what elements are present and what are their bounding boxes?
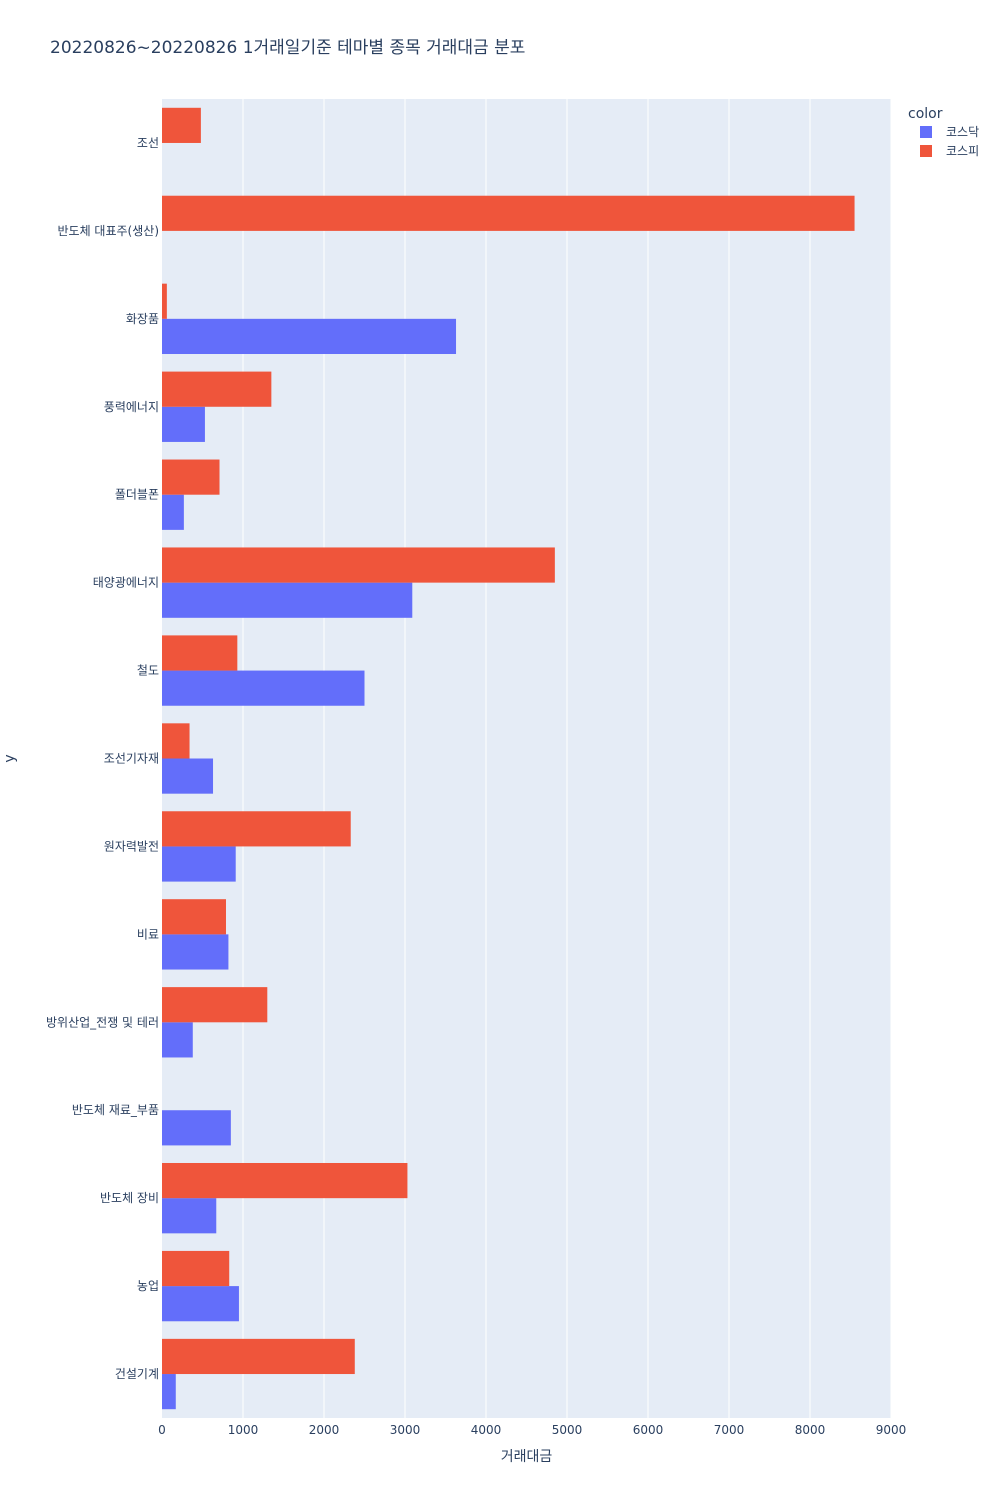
x-tick-label: 5000 (552, 1423, 583, 1437)
bar-kospi[interactable] (162, 107, 201, 143)
y-tick-label: 화장품 (126, 312, 159, 326)
y-tick-label: 건설기계 (115, 1367, 159, 1381)
bar-kosdaq[interactable] (162, 406, 205, 442)
bar-kospi[interactable] (162, 371, 272, 407)
bar-kosdaq[interactable] (162, 494, 184, 530)
y-tick-label: 반도체 대표주(생산) (58, 224, 160, 238)
y-tick-label: 방위산업_전쟁 및 테러 (46, 1015, 159, 1029)
bar-kospi[interactable] (162, 987, 268, 1023)
bar-kosdaq[interactable] (162, 758, 214, 794)
bar-kospi[interactable] (162, 195, 855, 231)
bar-kospi[interactable] (162, 547, 555, 583)
legend-label[interactable]: 코스닥 (946, 125, 979, 139)
bar-kospi[interactable] (162, 899, 226, 935)
x-axis-title: 거래대금 (501, 1449, 553, 1465)
x-axis-ticks: 0 1000 2000 3000 4000 5000 6000 7000 8000 9000 (158, 1423, 906, 1437)
x-tick-label: 4000 (471, 1423, 502, 1437)
y-tick-label: 반도체 장비 (100, 1191, 159, 1205)
y-tick-label: 폴더블폰 (115, 488, 159, 502)
x-tick-label: 7000 (714, 1423, 745, 1437)
bars (162, 107, 855, 1410)
bar-kospi[interactable] (162, 635, 238, 671)
y-axis-title: y (2, 754, 18, 762)
x-tick-label: 3000 (390, 1423, 421, 1437)
legend-swatch[interactable] (920, 126, 932, 138)
y-tick-label: 태양광에너지 (93, 576, 159, 590)
y-tick-label: 풍력에너지 (104, 400, 159, 414)
bar-kosdaq[interactable] (162, 1110, 231, 1146)
legend-label[interactable]: 코스피 (946, 144, 979, 158)
x-tick-label: 9000 (876, 1423, 907, 1437)
x-tick-label: 6000 (633, 1423, 664, 1437)
x-tick-label: 8000 (795, 1423, 826, 1437)
y-tick-label: 비료 (137, 927, 159, 941)
legend-swatch[interactable] (920, 145, 932, 157)
bar-kospi[interactable] (162, 1338, 355, 1375)
bar-kospi[interactable] (162, 459, 220, 495)
x-tick-label: 0 (158, 1423, 166, 1437)
bar-kosdaq[interactable] (162, 1022, 193, 1058)
y-tick-label: 농업 (137, 1279, 159, 1293)
bar-kosdaq[interactable] (162, 1374, 176, 1410)
bar-kospi[interactable] (162, 1162, 408, 1199)
bar-kosdaq[interactable] (162, 318, 457, 355)
bar-kospi[interactable] (162, 723, 190, 759)
y-tick-label: 원자력발전 (104, 839, 159, 853)
bar-kospi[interactable] (162, 283, 167, 319)
bar-kosdaq[interactable] (162, 1286, 239, 1322)
bar-kosdaq[interactable] (162, 846, 236, 882)
y-tick-label: 반도체 재료_부품 (72, 1103, 159, 1117)
bar-kospi[interactable] (162, 811, 351, 847)
y-tick-label: 조선 (137, 136, 159, 150)
plot-area (162, 99, 891, 1418)
x-tick-label: 1000 (228, 1423, 259, 1437)
legend-title: color (908, 106, 943, 122)
bar-kosdaq[interactable] (162, 670, 365, 706)
x-tick-label: 2000 (309, 1423, 340, 1437)
y-tick-label: 조선기자재 (104, 752, 159, 766)
bar-kosdaq[interactable] (162, 934, 229, 970)
bar-kosdaq[interactable] (162, 582, 413, 618)
chart-title: 20220826~20220826 1거래일기준 테마별 종목 거래대금 분포 (50, 38, 526, 58)
bar-kospi[interactable] (162, 1250, 230, 1287)
bar-kosdaq[interactable] (162, 1198, 217, 1234)
y-tick-label: 철도 (137, 664, 159, 678)
